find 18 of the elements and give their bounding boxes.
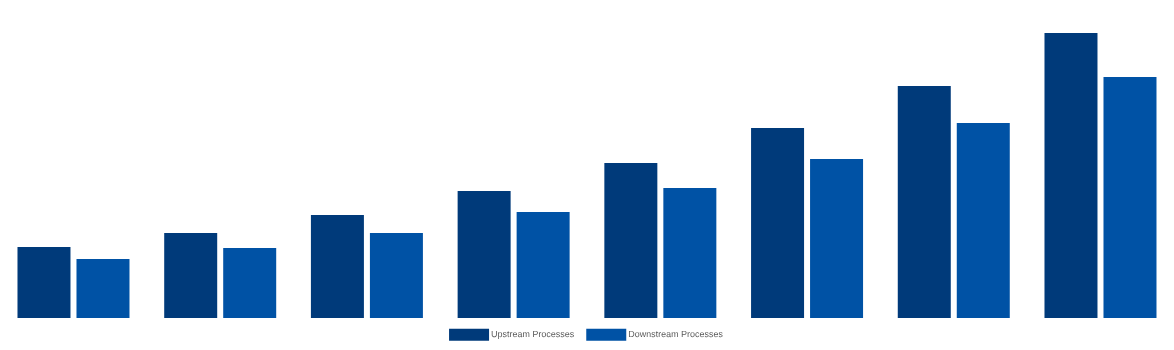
bar (223, 247, 277, 318)
bar (516, 211, 570, 318)
bar (751, 127, 805, 318)
bar (310, 215, 364, 318)
legend-label: Downstream Processes (628, 330, 723, 338)
bar (1103, 76, 1157, 318)
bar (76, 259, 130, 318)
bar (164, 233, 218, 318)
bar (369, 233, 423, 318)
legend-label: Upstream Processes (491, 330, 574, 339)
bar (604, 162, 658, 318)
bar (956, 123, 1010, 318)
bar (1044, 33, 1098, 318)
bar (17, 247, 71, 318)
bar (897, 86, 951, 318)
bar (457, 190, 511, 318)
bar (810, 158, 864, 318)
bar (663, 188, 717, 318)
